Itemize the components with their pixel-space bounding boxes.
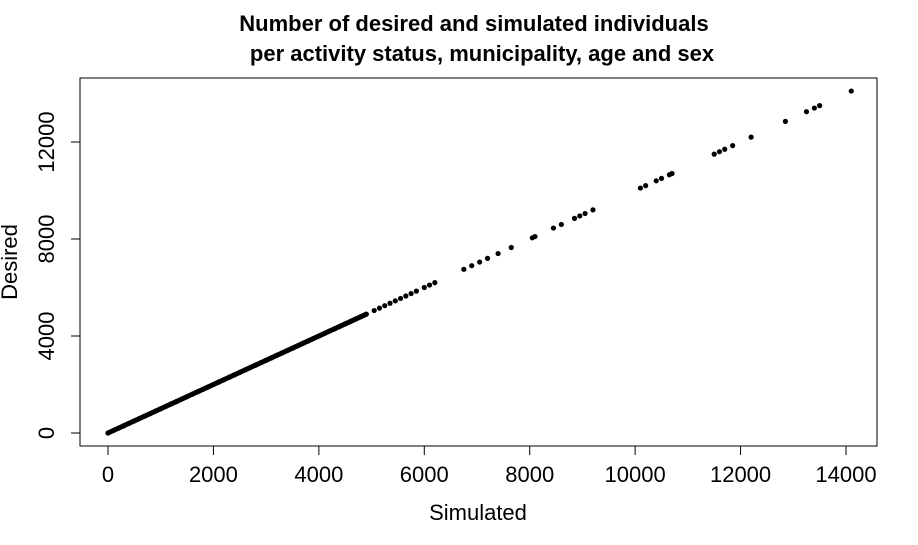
data-point <box>722 146 728 152</box>
x-tick-label: 4000 <box>294 462 343 487</box>
data-point <box>426 282 433 288</box>
y-axis-label: Desired <box>0 224 22 300</box>
x-tick-label: 12000 <box>710 462 771 487</box>
data-point <box>408 290 414 297</box>
dense-point-band <box>105 311 369 436</box>
x-tick-label: 8000 <box>505 462 554 487</box>
data-point <box>432 280 438 286</box>
data-point <box>577 213 583 219</box>
y-axis: 0 4000 8000 12000 <box>34 111 81 439</box>
data-point <box>590 207 596 213</box>
chart-title-line-2: per activity status, municipality, age a… <box>250 41 715 66</box>
data-point <box>643 183 649 189</box>
data-point <box>782 118 788 124</box>
data-point <box>413 288 419 294</box>
x-tick-label: 6000 <box>400 462 449 487</box>
data-point <box>716 149 723 155</box>
data-point <box>582 210 588 217</box>
data-point <box>558 221 564 228</box>
y-tick-label: 8000 <box>34 215 59 264</box>
data-point <box>817 103 823 109</box>
y-tick-label: 0 <box>34 427 59 439</box>
x-tick-label: 0 <box>102 462 114 487</box>
data-point <box>461 266 467 272</box>
x-tick-label: 2000 <box>189 462 238 487</box>
data-point <box>811 105 817 111</box>
x-axis-label: Simulated <box>429 500 527 525</box>
data-point <box>711 151 717 157</box>
data-point <box>397 295 404 302</box>
y-tick-label: 12000 <box>34 111 59 172</box>
data-point <box>571 215 578 221</box>
data-point <box>508 244 514 251</box>
data-point <box>637 185 644 191</box>
data-point <box>669 170 675 177</box>
data-point <box>653 178 659 184</box>
x-axis: 0 2000 4000 6000 8000 10000 12000 14000 <box>102 445 877 487</box>
data-points <box>105 88 854 436</box>
data-point <box>477 259 483 265</box>
data-point <box>387 300 393 306</box>
data-point <box>392 298 398 304</box>
data-point <box>848 88 854 94</box>
data-point <box>403 293 409 299</box>
data-point <box>803 109 810 115</box>
data-point <box>658 175 665 181</box>
x-tick-label: 14000 <box>815 462 876 487</box>
data-point <box>532 233 538 240</box>
y-tick-label: 4000 <box>34 312 59 361</box>
x-tick-label: 10000 <box>605 462 666 487</box>
data-point <box>376 305 383 311</box>
data-point <box>550 225 557 231</box>
data-point <box>469 263 475 269</box>
data-point <box>484 255 491 261</box>
data-point <box>371 307 377 314</box>
data-point <box>730 143 736 149</box>
data-point <box>495 250 501 257</box>
data-point <box>748 134 754 140</box>
chart-title-line-1: Number of desired and simulated individu… <box>239 11 708 36</box>
data-point <box>382 303 388 309</box>
data-point <box>421 284 427 291</box>
